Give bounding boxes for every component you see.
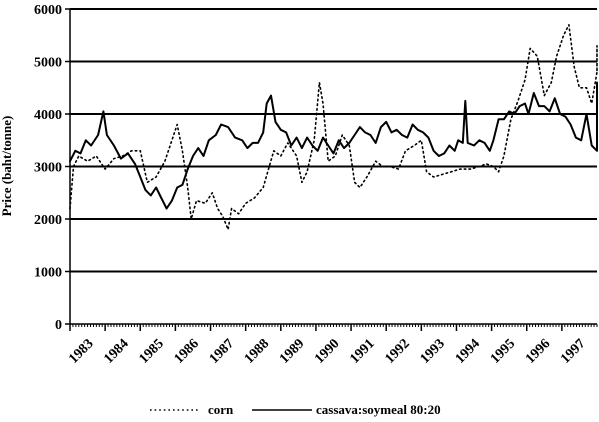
x-tick-label-1989: 1989 [277, 336, 307, 366]
x-tick-label-1991: 1991 [347, 336, 377, 366]
axes [65, 8, 598, 331]
x-tick-label-1993: 1993 [418, 336, 448, 366]
y-tick-label-3000: 3000 [34, 161, 62, 176]
y-tick-label-6000: 6000 [34, 3, 62, 18]
series-lines [69, 24, 598, 231]
y-tick-label-0: 0 [55, 318, 62, 333]
x-tick-label-1987: 1987 [207, 336, 237, 366]
y-axis-label: Price (baht/tonne) [0, 116, 14, 217]
legend: corn cassava:soymeal 80:20 [150, 402, 441, 417]
x-tick-label-1997: 1997 [558, 336, 588, 366]
x-tick-label-1984: 1984 [101, 336, 131, 366]
y-tick-label-5000: 5000 [34, 56, 62, 71]
x-tick-label-1994: 1994 [453, 336, 483, 366]
y-tick-label-4000: 4000 [34, 108, 62, 123]
x-tick-label-1985: 1985 [136, 336, 166, 366]
x-tick-label-1992: 1992 [382, 336, 412, 366]
x-tick-label-1990: 1990 [312, 336, 342, 366]
legend-label-cassava: cassava:soymeal 80:20 [316, 402, 441, 417]
series-line-cassava-soymeal [69, 81, 598, 210]
x-tick-label-1988: 1988 [242, 336, 272, 366]
x-tick-label-1983: 1983 [66, 336, 96, 366]
legend-label-corn: corn [208, 402, 234, 417]
x-tick-label-1996: 1996 [523, 336, 553, 366]
x-tick-label-1995: 1995 [488, 336, 518, 366]
series-line-corn [69, 24, 598, 231]
x-tick-label-1986: 1986 [172, 336, 202, 366]
gridlines [70, 8, 597, 273]
y-tick-label-2000: 2000 [34, 213, 62, 228]
y-tick-label-1000: 1000 [34, 266, 62, 281]
